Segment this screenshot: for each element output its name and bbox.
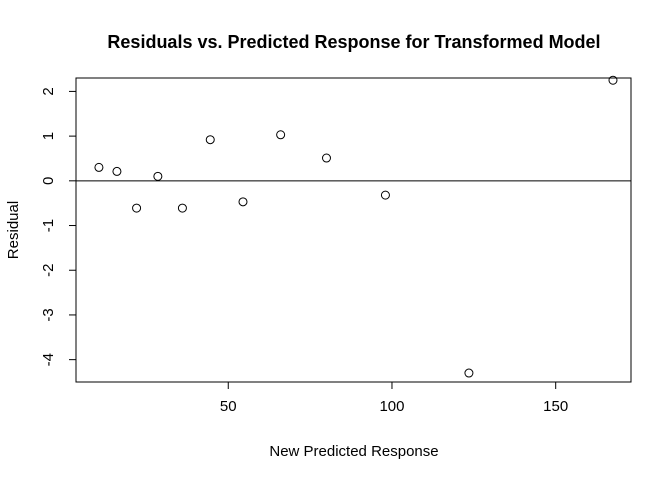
y-tick-label: 2 [40, 87, 57, 95]
y-tick-label: 0 [40, 177, 57, 185]
y-tick-label: -1 [40, 219, 57, 232]
plot-frame [75, 77, 632, 383]
y-tick-label: -4 [40, 353, 57, 366]
data-point [321, 153, 331, 163]
data-point [205, 135, 215, 145]
data-point [132, 203, 142, 213]
y-tick-label: -2 [40, 264, 57, 277]
x-axis: 50 100 150 [220, 381, 568, 415]
data-point [380, 190, 390, 200]
data-point [177, 203, 187, 213]
chart-title: Residuals vs. Predicted Response for Tra… [107, 32, 600, 52]
data-point [464, 368, 474, 378]
data-point [608, 75, 618, 85]
x-tick-label: 100 [379, 398, 404, 415]
x-axis-label: New Predicted Response [269, 443, 438, 460]
y-axis: -4 -3 -2 -1 0 1 2 [40, 87, 77, 366]
data-point [276, 130, 286, 140]
data-points [94, 75, 618, 378]
data-point [94, 162, 104, 172]
data-point [112, 166, 122, 176]
x-tick-label: 50 [220, 398, 237, 415]
data-point [153, 171, 163, 181]
y-tick-label: -3 [40, 308, 57, 321]
y-axis-label: Residual [5, 201, 22, 259]
data-point [238, 197, 248, 207]
y-tick-label: 1 [40, 132, 57, 140]
x-tick-label: 150 [543, 398, 568, 415]
